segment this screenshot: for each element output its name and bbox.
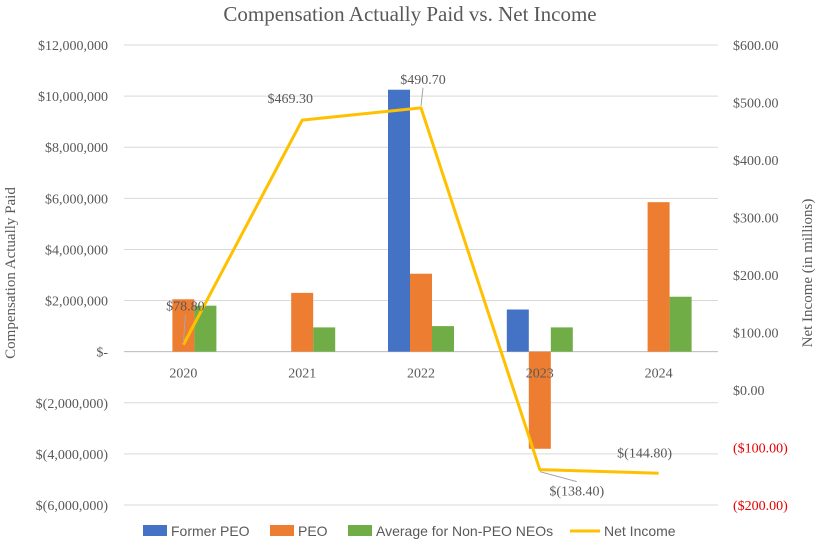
x-tick-label: 2022 <box>407 367 435 382</box>
bar-peo <box>172 299 195 352</box>
y-tick-label: $(2,000,000) <box>36 397 109 412</box>
legend-label-average-for-non-peo-neos: Average for Non-PEO NEOs <box>376 523 553 539</box>
y-tick-label: $2,000,000 <box>45 295 108 310</box>
y2-tick-label: ($100.00) <box>733 442 788 457</box>
y2-tick-label: $300.00 <box>733 212 779 227</box>
chart-title: Compensation Actually Paid vs. Net Incom… <box>223 2 596 26</box>
y2-tick-label: $0.00 <box>733 384 765 399</box>
data-label: $(144.80) <box>617 446 672 461</box>
bar-former-peo <box>388 89 410 352</box>
bar-average-for-non-peo-neos <box>313 327 336 352</box>
x-tick-label: 2023 <box>526 367 554 382</box>
bar-peo <box>291 292 314 352</box>
x-tick-label: 2024 <box>645 367 673 382</box>
net-income-line <box>182 106 659 475</box>
y-axis-title: Compensation Actually Paid <box>3 187 19 359</box>
bar-average-for-non-peo-neos <box>669 296 692 352</box>
data-label-leader <box>182 314 186 343</box>
data-label-leader <box>539 471 577 483</box>
bar-peo <box>410 273 432 352</box>
y2-tick-label: $500.00 <box>733 97 779 112</box>
data-label: $469.30 <box>267 92 313 107</box>
data-label: $(138.40) <box>549 485 604 500</box>
bar-average-for-non-peo-neos <box>432 326 454 352</box>
y2-tick-label: $200.00 <box>733 269 779 284</box>
data-label: $78.80 <box>166 300 205 315</box>
data-label-leader <box>420 87 424 106</box>
bar-peo <box>647 202 670 352</box>
y2-axis-title: Net Income (in millions) <box>800 199 816 348</box>
y-tick-label: $10,000,000 <box>38 90 108 105</box>
legend-label-peo: PEO <box>298 523 328 539</box>
legend-swatch-former-peo <box>143 525 167 536</box>
y2-tick-label: $400.00 <box>733 154 779 169</box>
y-tick-label: $12,000,000 <box>38 39 108 54</box>
y-tick-label: $6,000,000 <box>45 192 108 207</box>
legend-swatch-peo <box>270 525 294 536</box>
y-tick-label: $4,000,000 <box>45 243 108 258</box>
bar-average-for-non-peo-neos <box>194 305 217 352</box>
bar-average-for-non-peo-neos <box>550 327 573 352</box>
y-tick-label: $- <box>96 346 108 361</box>
legend-swatch-average-for-non-peo-neos <box>348 525 372 536</box>
y-tick-label: $8,000,000 <box>45 141 108 156</box>
legend-label-former-peo: Former PEO <box>171 523 250 539</box>
bar-peo <box>528 351 551 449</box>
data-label: $490.70 <box>400 73 446 88</box>
y2-tick-label: ($200.00) <box>733 499 788 514</box>
x-tick-label: 2020 <box>169 367 197 382</box>
y2-tick-label: $600.00 <box>733 39 779 54</box>
y-tick-label: $(4,000,000) <box>36 448 109 463</box>
y2-tick-label: $100.00 <box>733 327 779 342</box>
bar-former-peo <box>506 309 529 352</box>
x-tick-label: 2021 <box>288 367 316 382</box>
legend-label-net-income: Net Income <box>604 523 676 539</box>
y-tick-label: $(6,000,000) <box>36 499 109 514</box>
